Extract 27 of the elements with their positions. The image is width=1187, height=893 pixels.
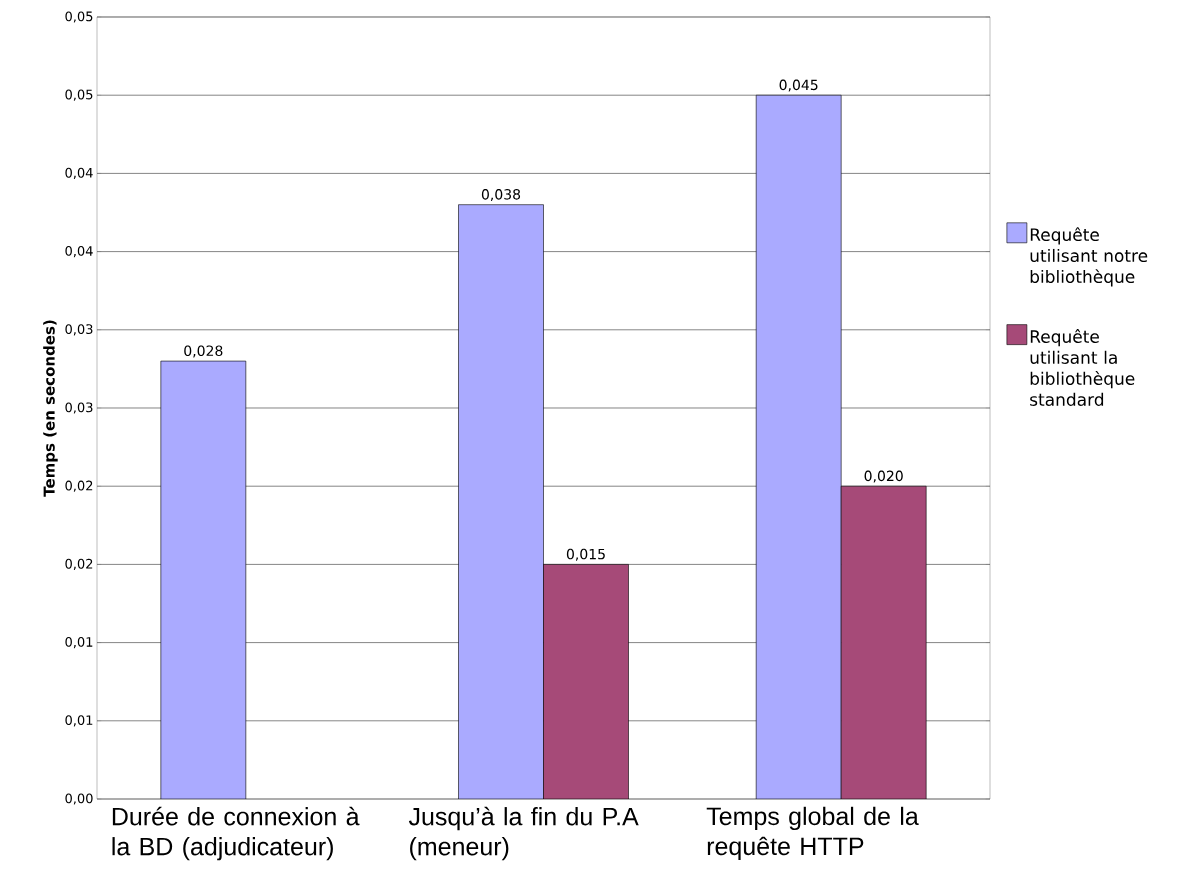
data-label: 0,038	[481, 189, 521, 202]
x-tick-label: Durée de connexion à la BD (adjudicateur)	[112, 806, 360, 861]
y-tick-label: 0,01	[65, 715, 93, 727]
bar	[458, 204, 544, 799]
legend-label: Requête utilisant notre bibliothèque	[1030, 227, 1148, 287]
legend-label: Requête utilisant la bibliothèque standard	[1030, 329, 1135, 406]
y-tick-label: 0,00	[65, 793, 93, 805]
y-tick-label: 0,02	[65, 558, 93, 570]
data-label: 0,045	[779, 79, 818, 92]
x-tick-label: Temps global de la requête HTTP	[706, 806, 919, 861]
y-tick-label: 0,05	[65, 89, 93, 101]
y-tick-label: 0,02	[65, 480, 93, 492]
y-tick-label: 0,05	[65, 11, 93, 23]
data-label: 0,028	[184, 345, 223, 358]
x-tick-label: Jusqu’à la fin du P.A (meneur)	[408, 806, 639, 861]
y-tick-label: 0,04	[65, 246, 93, 258]
y-tick-label: 0,03	[65, 324, 93, 336]
bar	[160, 360, 247, 799]
y-tick-label: 0,01	[65, 637, 93, 649]
bar	[840, 485, 927, 799]
data-label: 0,015	[566, 548, 605, 561]
data-label: 0,020	[864, 470, 903, 483]
y-axis-title: Temps (en secondes)	[43, 320, 58, 497]
y-tick-label: 0,03	[65, 402, 93, 414]
bar	[755, 94, 842, 799]
y-tick-label: 0,04	[65, 167, 93, 179]
bar	[543, 564, 629, 799]
